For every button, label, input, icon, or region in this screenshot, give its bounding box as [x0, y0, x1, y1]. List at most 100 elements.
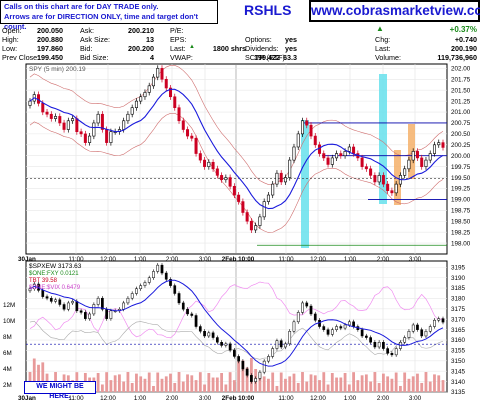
bid-size-value: 4 [150, 53, 154, 62]
index-candle [152, 271, 155, 278]
volume-bar [322, 372, 326, 392]
volume-bar [211, 377, 215, 392]
index-candle [437, 318, 441, 321]
up-triangle-icon: ▲ [376, 24, 384, 33]
index-candle [135, 288, 138, 294]
volume-bar [381, 373, 385, 392]
options-label: Options: [245, 35, 272, 44]
price-tick-label: 199.00 [451, 197, 471, 204]
price-candle [92, 122, 96, 137]
price-tick-label: 201.75 [451, 76, 471, 83]
prev-close-value: 199.450 [37, 53, 63, 62]
price-candle [194, 137, 198, 154]
volume-tick-label: 2M [3, 382, 12, 389]
index-tick-label: 3195 [451, 264, 466, 271]
price-candle [181, 120, 185, 130]
volume-bar [130, 383, 134, 392]
volume-bar [352, 372, 355, 392]
volume-bar [326, 384, 330, 392]
index-candles [28, 263, 445, 384]
x-tick-label: 30Jan [18, 395, 36, 402]
index-candle [54, 299, 57, 302]
volume-bar [360, 375, 364, 392]
price-candle [292, 146, 296, 161]
index-candle [169, 279, 172, 286]
index-candle [186, 308, 189, 315]
index-candle [369, 337, 372, 343]
price-candle [330, 157, 334, 165]
bid-label: Bid: [80, 44, 93, 53]
volume-bar [203, 384, 206, 392]
index-tick-label: 3180 [451, 296, 466, 303]
cyan-highlight-2 [379, 74, 387, 204]
index-candle [156, 264, 160, 272]
volume-bar [186, 374, 189, 392]
x-tick-label: 2:00 [166, 395, 179, 402]
price-candle [441, 142, 445, 148]
index-tick-label: 3140 [451, 379, 466, 386]
price-tick-label: 201.50 [451, 87, 471, 94]
index-candle [105, 308, 108, 319]
high-label: High: [2, 35, 19, 44]
index-candle [203, 330, 206, 337]
index-candle [377, 342, 381, 348]
index-candle [92, 304, 96, 315]
site-banner[interactable]: www.cobrasmarketview.com [309, 0, 480, 22]
volume-tick-label: 10M [3, 318, 15, 325]
price-candle [211, 161, 215, 170]
price-candle [232, 185, 236, 196]
price-candle [360, 157, 364, 167]
volume-bar [377, 383, 381, 392]
sctr-value: 63.3 [283, 53, 297, 62]
price-candle [215, 168, 219, 176]
index-tick-label: 3175 [451, 306, 466, 313]
price-candle [347, 146, 351, 152]
index-candle [411, 324, 415, 332]
index-candle [45, 296, 49, 299]
ticker-symbol: RSHLS [244, 2, 292, 18]
indicator-panel-frame [25, 260, 448, 393]
index-candle [296, 312, 300, 323]
index-tick-label: 3150 [451, 358, 466, 365]
price-candle [275, 172, 279, 185]
price-candle [288, 159, 292, 178]
index-candle [215, 337, 219, 343]
index-tick-label: 3145 [451, 368, 466, 375]
last-size-value: 1800 shrs [212, 44, 246, 53]
index-candle [181, 302, 185, 310]
index-candle [241, 360, 245, 370]
volume-bar [160, 378, 164, 392]
x-tick-label: 12:00 [310, 256, 326, 263]
index-candle [207, 332, 211, 337]
index-panel-title: $SPXEW 3173.63 [29, 263, 82, 270]
volume-bar [271, 372, 275, 392]
price-candle [296, 133, 300, 148]
price-candle [369, 168, 373, 176]
index-candle [292, 321, 296, 332]
x-tick-label: 30Jan [18, 256, 36, 263]
price-candle [326, 157, 330, 165]
index-candle [403, 337, 407, 343]
volume-bar [181, 381, 185, 392]
price-candle [394, 183, 398, 194]
index-candle [101, 297, 104, 310]
price-tick-label: 201.25 [451, 98, 471, 105]
price-candle [424, 159, 428, 167]
volume-bar [279, 372, 283, 392]
volume-bar [156, 372, 160, 392]
orange-highlight-2 [408, 124, 415, 179]
price-panel-title: SPY (5 min) 200.19 [29, 66, 86, 73]
price-candle [407, 159, 411, 170]
index-candle [279, 340, 283, 348]
price-candle [432, 144, 436, 154]
horizontal-levels [26, 122, 447, 246]
price-candle [258, 216, 262, 226]
volume-bar [364, 374, 368, 392]
volume-bar [437, 375, 441, 392]
volume-bar [318, 380, 321, 392]
volume-bar [169, 373, 172, 392]
volume-bar [373, 372, 377, 392]
price-candle [28, 100, 32, 106]
ask-size-label: Ask Size: [80, 35, 110, 44]
